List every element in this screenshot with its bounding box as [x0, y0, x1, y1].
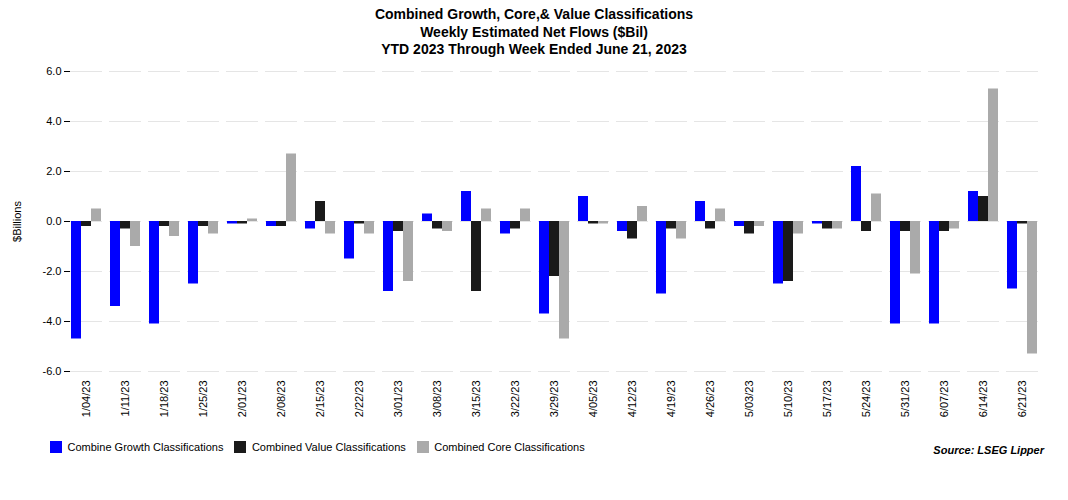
svg-text:-4.0: -4.0 — [43, 315, 62, 327]
svg-text:-2.0: -2.0 — [43, 265, 62, 277]
svg-text:-6.0: -6.0 — [43, 365, 62, 377]
svg-text:2/22/23: 2/22/23 — [353, 380, 365, 417]
svg-text:6/14/23: 6/14/23 — [977, 380, 989, 417]
svg-text:1/25/23: 1/25/23 — [197, 380, 209, 417]
svg-text:4/26/23: 4/26/23 — [704, 380, 716, 417]
svg-text:4/19/23: 4/19/23 — [665, 380, 677, 417]
html-text:Source: LSEG Lipper: Source: LSEG Lipper — [933, 443, 1044, 456]
svg-text:6/21/23: 6/21/23 — [1016, 380, 1028, 417]
html-text:Combine Growth Classifications: Combine Growth Classifications — [67, 441, 224, 453]
svg-text:5/03/23: 5/03/23 — [743, 380, 755, 417]
svg-text:3/29/23: 3/29/23 — [548, 380, 560, 417]
svg-text:1/04/23: 1/04/23 — [80, 380, 92, 417]
html-text:Combined Growth, Core,& Value: Combined Growth, Core,& Value Classifica… — [374, 6, 694, 57]
svg-text:4/12/23: 4/12/23 — [626, 380, 638, 417]
svg-text:6.0: 6.0 — [46, 65, 61, 77]
svg-text:6/07/23: 6/07/23 — [938, 380, 950, 417]
svg-text:5/31/23: 5/31/23 — [899, 380, 911, 417]
svg-text:5/24/23: 5/24/23 — [860, 380, 872, 417]
svg-text:2.0: 2.0 — [46, 165, 61, 177]
svg-text:4/05/23: 4/05/23 — [587, 380, 599, 417]
svg-text:2/08/23: 2/08/23 — [275, 380, 287, 417]
html-text:Combined Core Classifications: Combined Core Classifications — [434, 441, 585, 453]
svg-text:3/22/23: 3/22/23 — [509, 380, 521, 417]
svg-text:1/11/23: 1/11/23 — [119, 380, 131, 416]
html-text:Combined Value Classifications: Combined Value Classifications — [251, 441, 406, 453]
svg-text:5/17/23: 5/17/23 — [821, 380, 833, 417]
svg-text:3/01/23: 3/01/23 — [392, 380, 404, 417]
svg-text:$Billions: $Billions — [11, 200, 23, 241]
svg-text:3/08/23: 3/08/23 — [431, 380, 443, 417]
svg-text:2/15/23: 2/15/23 — [314, 380, 326, 417]
svg-text:3/15/23: 3/15/23 — [470, 380, 482, 417]
svg-text:4.0: 4.0 — [46, 115, 61, 127]
svg-text:0.0: 0.0 — [46, 215, 61, 227]
svg-text:2/01/23: 2/01/23 — [236, 380, 248, 417]
svg-text:5/10/23: 5/10/23 — [782, 380, 794, 417]
svg-text:1/18/23: 1/18/23 — [158, 380, 170, 417]
